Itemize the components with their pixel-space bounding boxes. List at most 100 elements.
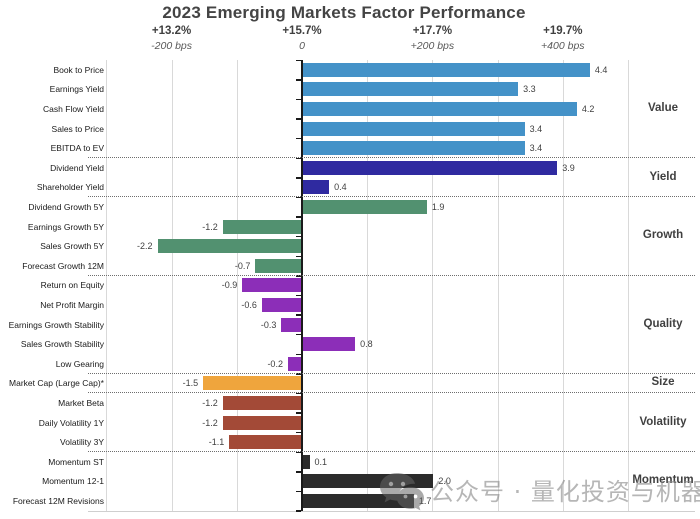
plot-bottom-border: [88, 511, 695, 512]
group-label-value: Value: [647, 102, 679, 114]
bar-volatility: [222, 415, 301, 430]
bar-quality: [303, 337, 356, 352]
axis-tick: [296, 412, 301, 414]
value-label: 2.0: [438, 476, 451, 487]
bar-momentum: [303, 494, 414, 508]
axis-tick: [296, 59, 301, 61]
category-label: Volatility 3Y: [60, 437, 104, 448]
value-label: 3.9: [562, 162, 575, 173]
gridline-300bps: [497, 60, 499, 511]
group-separator: [88, 196, 695, 198]
group-label-yield: Yield: [649, 170, 677, 183]
gridline--100bps: [236, 60, 238, 511]
value-label: 0.1: [314, 456, 328, 467]
category-label: Forecast 12M Revisions: [12, 495, 104, 506]
gridline--300bps: [106, 60, 108, 511]
axis-bps-label-2: +200 bps: [410, 40, 455, 52]
value-label: -0.3: [260, 319, 277, 330]
axis-percent-label-3: +19.7%: [543, 25, 583, 37]
value-label: -0.7: [234, 260, 251, 271]
bar-growth: [303, 200, 427, 214]
axis-tick: [296, 118, 301, 120]
bar-growth: [255, 258, 301, 273]
value-label: 3.4: [529, 143, 543, 154]
bar-value: [303, 121, 525, 136]
gridline--200bps: [171, 60, 173, 511]
bar-quality: [261, 298, 301, 312]
axis-percent-label-2: +17.7%: [412, 25, 453, 37]
value-label: 0.8: [360, 339, 373, 350]
bar-size: [203, 376, 301, 391]
gridline-200bps: [432, 60, 434, 511]
axis-bps-label-3: +400 bps: [541, 40, 585, 52]
axis-tick: [296, 490, 301, 493]
bar-quality: [281, 317, 301, 332]
axis-tick: [296, 353, 301, 355]
category-label: Cash Flow Yield: [43, 103, 104, 114]
category-label: EBITDA to EV: [50, 143, 104, 154]
value-label: 0.4: [334, 182, 347, 193]
gridline-100bps: [367, 60, 369, 511]
zero-axis-line: [301, 60, 303, 511]
axis-tick: [296, 510, 301, 512]
category-label: Dividend Yield: [50, 162, 104, 173]
group-label-momentum: Momentum: [632, 474, 694, 487]
bar-value: [303, 82, 519, 97]
axis-tick: [296, 294, 301, 297]
bar-quality: [287, 356, 301, 371]
bar-growth: [157, 239, 301, 254]
bar-momentum: [303, 474, 434, 489]
axis-tick: [296, 314, 301, 316]
axis-tick: [296, 196, 301, 199]
value-label: -1.5: [182, 378, 199, 389]
group-separator: [88, 372, 695, 374]
category-label: Sales to Price: [51, 123, 104, 134]
category-label: Return on Equity: [40, 280, 104, 291]
bar-volatility: [222, 396, 301, 410]
axis-tick: [296, 255, 301, 257]
category-label: Sales Growth 5Y: [40, 241, 104, 252]
axis-tick: [296, 177, 301, 179]
gridline-500bps: [628, 60, 629, 511]
value-label: -1.2: [202, 221, 218, 232]
group-label-size: Size: [651, 376, 675, 389]
bar-value: [303, 141, 525, 156]
category-label: Earnings Growth Stability: [8, 319, 104, 330]
category-label: Net Profit Margin: [40, 299, 104, 310]
value-label: 4.4: [594, 64, 608, 75]
category-label: Market Beta: [58, 397, 104, 408]
bar-momentum: [303, 454, 310, 469]
axis-percent-label-1: +15.7%: [282, 25, 322, 37]
axis-bps-label-1: 0: [299, 40, 305, 52]
gridline-400bps: [562, 60, 564, 511]
category-label: Forecast Growth 12M: [22, 260, 104, 271]
group-label-quality: Quality: [643, 317, 683, 330]
bar-value: [303, 62, 590, 77]
bar-quality: [242, 278, 301, 293]
group-separator: [88, 157, 695, 158]
axis-tick: [296, 157, 301, 159]
axis-tick: [296, 216, 301, 218]
category-label: Book to Price: [53, 64, 104, 75]
group-separator: [88, 392, 695, 394]
bar-value: [303, 102, 577, 116]
category-label: Sales Growth Stability: [20, 339, 104, 350]
value-label: -0.2: [267, 358, 283, 369]
value-label: -0.6: [241, 300, 257, 310]
chart-title: 2023 Emerging Markets Factor Performance: [162, 3, 526, 22]
value-label: 4.2: [581, 104, 595, 114]
category-label: Low Gearing: [55, 358, 104, 369]
value-label: -2.2: [137, 241, 153, 252]
axis-tick: [296, 471, 301, 473]
axis-percent-label-0: +13.2%: [151, 25, 192, 37]
category-label: Earnings Yield: [49, 84, 104, 95]
axis-tick: [296, 431, 301, 434]
category-label: Momentum ST: [48, 456, 104, 467]
group-label-growth: Growth: [642, 229, 684, 242]
axis-tick: [296, 137, 301, 140]
group-label-volatility: Volatility: [639, 415, 687, 428]
axis-tick: [296, 333, 301, 336]
axis-tick: [296, 79, 301, 81]
bar-yield: [303, 160, 558, 175]
